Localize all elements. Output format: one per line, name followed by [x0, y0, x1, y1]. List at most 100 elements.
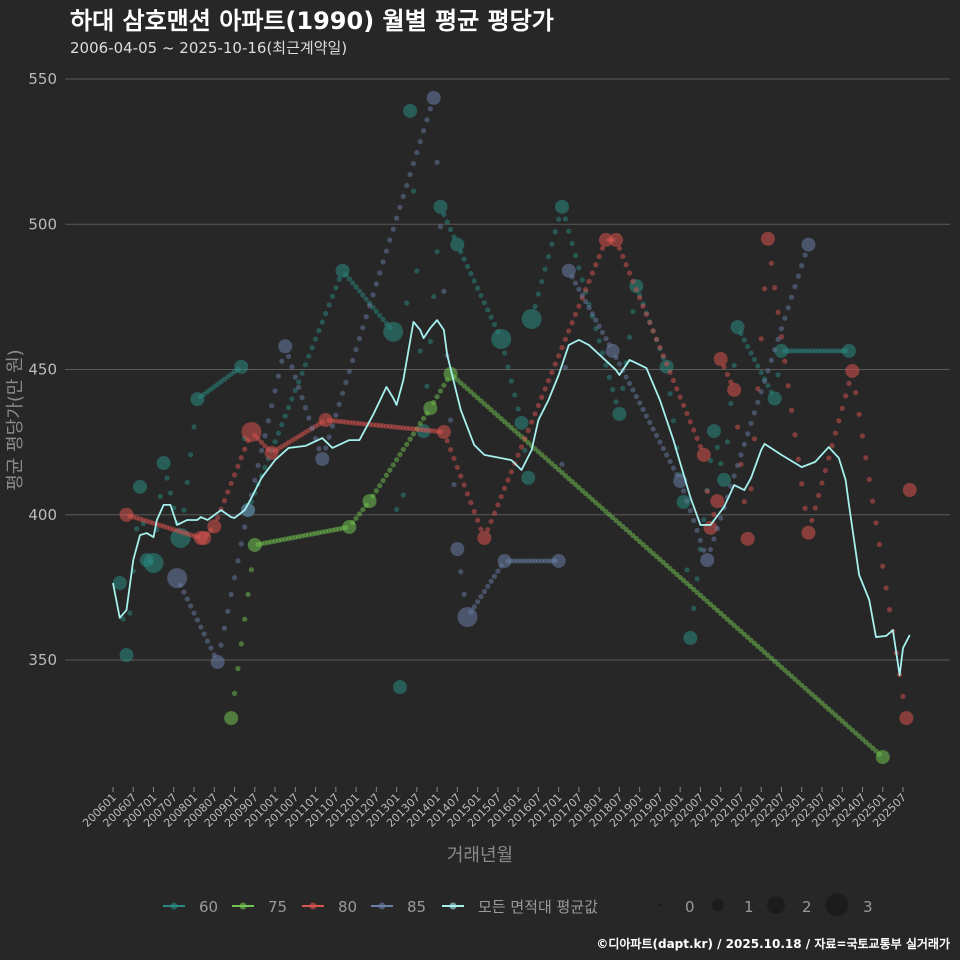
interpolated-point: [562, 364, 568, 371]
interpolated-point: [471, 392, 477, 398]
interpolated-point: [468, 271, 474, 277]
interpolated-point: [552, 361, 558, 367]
data-point: [477, 530, 492, 545]
interpolated-point: [626, 334, 633, 340]
interpolated-point: [610, 514, 616, 521]
interpolated-point: [393, 457, 400, 463]
interpolated-point: [481, 588, 487, 595]
interpolated-point: [788, 294, 795, 300]
interpolated-point: [694, 576, 700, 582]
interpolated-point: [613, 399, 619, 405]
interpolated-point: [856, 733, 862, 739]
interpolated-point: [822, 467, 828, 474]
interpolated-point: [424, 117, 430, 123]
interpolated-point: [586, 493, 592, 500]
interpolated-point: [707, 601, 714, 607]
interpolated-point: [218, 642, 224, 648]
plot-marks: [112, 90, 917, 765]
interpolated-point: [505, 364, 511, 370]
interpolated-point: [424, 383, 430, 389]
interpolated-point: [576, 485, 582, 491]
data-point: [210, 655, 225, 670]
interpolated-point: [454, 377, 460, 383]
interpolated-point: [664, 452, 670, 458]
interpolated-point: [198, 624, 204, 630]
data-point: [760, 231, 775, 246]
interpolated-point: [167, 490, 173, 496]
interpolated-point: [711, 511, 717, 518]
interpolated-point: [215, 515, 221, 521]
interpolated-point: [562, 336, 568, 342]
interpolated-point: [836, 418, 842, 424]
interpolated-point: [718, 610, 724, 616]
interpolated-point: [353, 515, 359, 521]
data-point: [700, 553, 715, 568]
interpolated-point: [674, 571, 680, 578]
interpolated-point: [292, 387, 298, 394]
interpolated-point: [127, 610, 133, 616]
interpolated-point: [434, 394, 440, 400]
interpolated-point: [572, 280, 579, 286]
interpolated-point: [836, 715, 842, 721]
interpolated-point: [441, 382, 447, 388]
interpolated-point: [620, 253, 626, 260]
interpolated-point: [626, 380, 633, 387]
interpolated-point: [485, 583, 491, 590]
interpolated-point: [272, 388, 278, 394]
interpolated-point: [204, 638, 211, 644]
interpolated-point: [593, 262, 599, 268]
interpolated-point: [302, 362, 309, 368]
interpolated-point: [657, 344, 663, 351]
interpolated-point: [691, 605, 697, 611]
y-tick-label: 550: [28, 70, 57, 88]
interpolated-point: [238, 641, 244, 647]
interpolated-point: [495, 413, 501, 419]
interpolated-point: [687, 508, 693, 514]
data-point: [362, 494, 377, 509]
interpolated-point: [532, 303, 538, 310]
interpolated-point: [522, 436, 528, 442]
interpolated-point: [684, 410, 690, 417]
interpolated-point: [397, 452, 403, 458]
series-80: [119, 231, 917, 726]
interpolated-point: [751, 410, 758, 416]
interpolated-point: [572, 252, 579, 259]
interpolated-point: [596, 323, 602, 329]
interpolated-point: [323, 445, 329, 451]
interpolated-point: [633, 286, 639, 293]
data-point: [241, 421, 262, 442]
interpolated-point: [481, 300, 487, 306]
interpolated-point: [495, 568, 501, 574]
interpolated-point: [312, 336, 319, 342]
interpolated-point: [275, 373, 282, 379]
interpolated-point: [826, 455, 832, 461]
interpolated-point: [680, 488, 687, 494]
interpolated-point: [697, 537, 704, 543]
interpolated-point: [316, 446, 322, 452]
interpolated-point: [454, 464, 460, 470]
interpolated-point: [434, 159, 440, 165]
y-tick-label: 450: [28, 361, 57, 379]
interpolated-point: [653, 336, 660, 342]
data-point: [112, 576, 127, 591]
interpolated-point: [491, 321, 498, 328]
interpolated-point: [782, 358, 788, 364]
interpolated-point: [373, 308, 379, 314]
interpolated-point: [502, 485, 508, 491]
interpolated-point: [691, 427, 697, 433]
interpolated-point: [431, 293, 437, 300]
interpolated-point: [667, 565, 673, 572]
interpolated-point: [741, 631, 747, 637]
interpolated-point: [346, 368, 352, 375]
interpolated-point: [751, 436, 758, 442]
interpolated-point: [485, 307, 491, 313]
interpolated-point: [181, 507, 187, 513]
interpolated-point: [603, 335, 609, 342]
interpolated-point: [782, 667, 788, 673]
interpolated-point: [775, 336, 781, 342]
interpolated-point: [221, 498, 228, 504]
interpolated-point: [691, 517, 697, 524]
interpolated-point: [181, 589, 187, 595]
interpolated-point: [788, 673, 795, 679]
interpolated-point: [525, 427, 531, 433]
